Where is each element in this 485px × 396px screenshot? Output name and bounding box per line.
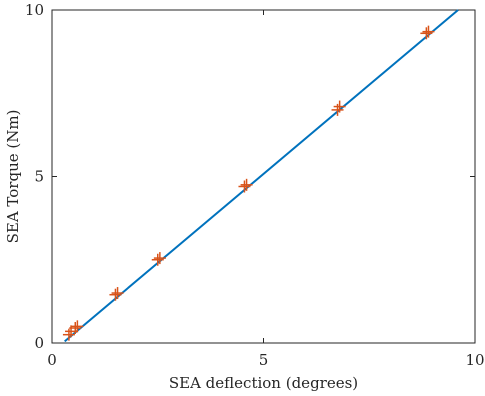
data-point (151, 253, 164, 266)
x-axis-label: SEA deflection (degrees) (169, 374, 358, 392)
x-tick-label: 5 (259, 351, 269, 369)
data-point (111, 287, 124, 300)
y-tick-label: 5 (34, 168, 44, 186)
data-point (420, 27, 433, 40)
axis-ticks (51, 9, 476, 344)
data-point (109, 288, 122, 301)
x-tick-label: 0 (47, 351, 57, 369)
tick-labels: 0 5 10 0 5 10 (25, 1, 485, 369)
data-point (153, 252, 166, 265)
y-tick-label: 10 (25, 1, 44, 19)
data-point (422, 25, 435, 38)
data-point (69, 322, 82, 335)
y-axis-label: SEA Torque (Nm) (4, 110, 22, 244)
data-point (240, 178, 253, 191)
x-tick-label: 10 (465, 351, 484, 369)
series-layer (62, 9, 459, 343)
data-point (71, 320, 84, 333)
y-tick-label: 0 (34, 334, 44, 352)
plot-area (51, 9, 476, 344)
data-point (238, 180, 251, 193)
data-point (333, 100, 346, 113)
fit-line (64, 9, 459, 343)
